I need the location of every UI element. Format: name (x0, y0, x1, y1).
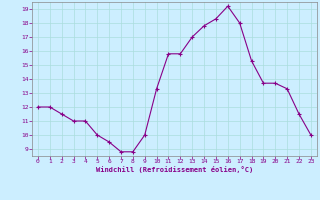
X-axis label: Windchill (Refroidissement éolien,°C): Windchill (Refroidissement éolien,°C) (96, 166, 253, 173)
